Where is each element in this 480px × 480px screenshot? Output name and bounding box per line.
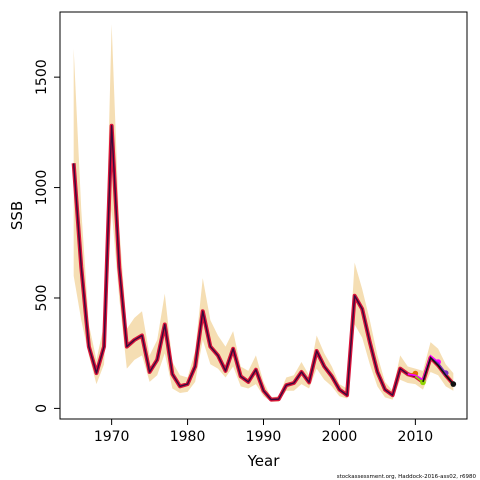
- series-layer: [71, 123, 455, 402]
- plot-frame: [59, 11, 468, 420]
- x-tick-label: 2010: [398, 429, 434, 445]
- x-tick-label: 1980: [170, 429, 206, 445]
- y-tick-label: 0: [34, 404, 50, 413]
- retro-end-point: [450, 381, 457, 387]
- retro-end-point: [420, 379, 426, 386]
- x-tick-label: 2000: [322, 429, 358, 445]
- confidence-band: [73, 24, 454, 402]
- x-axis-title: Year: [247, 452, 281, 470]
- x-axis: 1970 1980 1990 2000 2010: [94, 418, 434, 445]
- retro-line: [422, 356, 454, 385]
- y-axis: 0 500 1000 1500: [34, 59, 60, 413]
- y-axis-title: SSB: [8, 201, 26, 230]
- source-note: stockassessment.org, Haddock-2016-ass02,…: [337, 474, 477, 480]
- retro-layer: [407, 354, 457, 387]
- x-tick-label: 1990: [246, 429, 282, 445]
- x-tick-label: 1970: [94, 429, 130, 445]
- confidence-band-layer: [73, 24, 454, 402]
- y-tick-label: 1000: [34, 170, 50, 206]
- y-tick-label: 1500: [34, 59, 50, 95]
- y-tick-label: 500: [34, 285, 50, 312]
- ssb-series-line-overlay: [72, 125, 454, 401]
